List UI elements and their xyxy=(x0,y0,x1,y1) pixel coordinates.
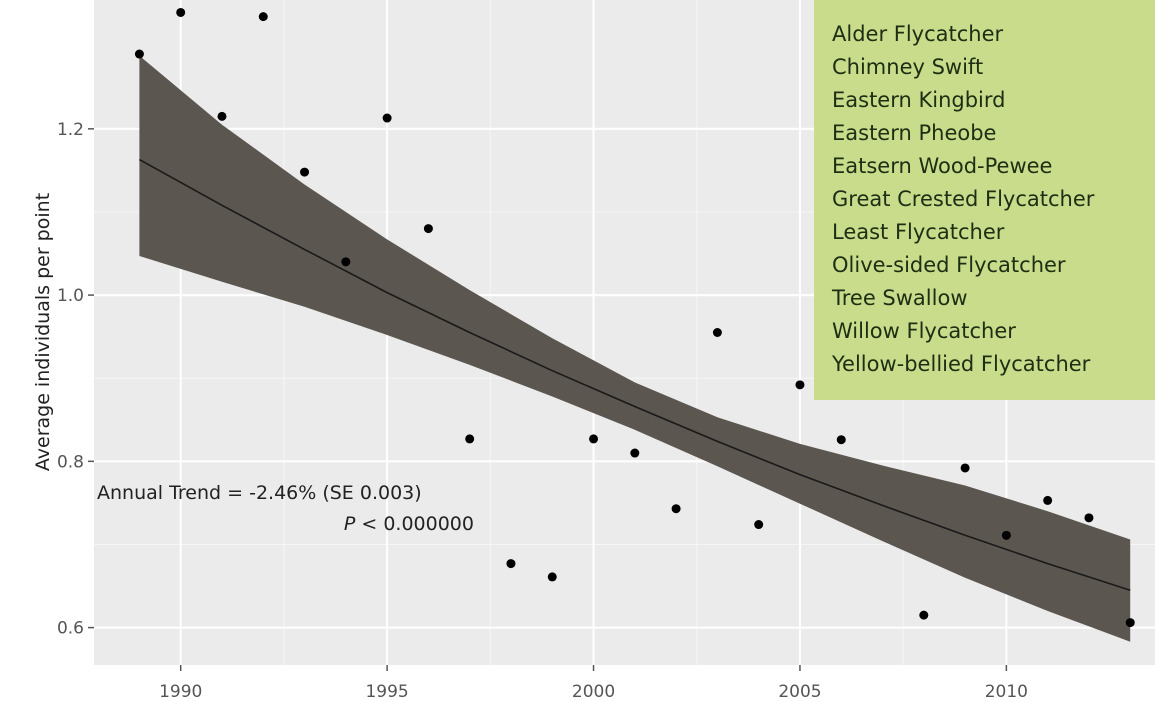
legend-species-entry: Alder Flycatcher xyxy=(832,22,1004,46)
data-point xyxy=(1125,618,1135,628)
data-point xyxy=(382,113,392,123)
data-point xyxy=(1084,513,1094,523)
data-point xyxy=(754,520,764,530)
y-tick-label: 1.2 xyxy=(57,120,84,140)
data-points xyxy=(134,7,1135,628)
y-tick-label: 1.0 xyxy=(57,286,84,306)
data-point xyxy=(919,610,929,620)
x-tick-label: 2005 xyxy=(778,682,821,702)
data-point xyxy=(258,12,268,22)
data-point xyxy=(134,49,144,59)
y-tick-label: 0.8 xyxy=(57,452,84,472)
legend-species-entry: Tree Swallow xyxy=(832,286,968,310)
legend-species-entry: Least Flycatcher xyxy=(832,220,1005,244)
legend-species-entry: Chimney Swift xyxy=(832,55,984,79)
x-tick-label: 2010 xyxy=(985,682,1028,702)
legend-species-entry: Great Crested Flycatcher xyxy=(832,187,1095,211)
legend-species-entry: Olive-sided Flycatcher xyxy=(832,253,1066,277)
data-point xyxy=(547,572,557,582)
data-point xyxy=(176,7,186,17)
legend-species-entry: Willow Flycatcher xyxy=(832,319,1016,343)
x-tick-label: 1995 xyxy=(365,682,408,702)
data-point xyxy=(217,111,227,121)
trend-line xyxy=(139,158,1131,591)
data-point xyxy=(1043,495,1053,505)
y-tick-label: 0.6 xyxy=(57,619,84,639)
legend-species-entry: Eastern Pheobe xyxy=(832,121,997,145)
data-point xyxy=(589,434,599,444)
data-point xyxy=(671,504,681,514)
legend-species-entry: Yellow-bellied Flycatcher xyxy=(832,352,1091,376)
annual-trend-annotation: Annual Trend = -2.46% (SE 0.003) xyxy=(97,482,422,504)
legend-species-entry: Eatsern Wood-Pewee xyxy=(832,154,1053,178)
p-value-symbol: P xyxy=(344,513,356,535)
species-legend: Alder Flycatcher Chimney Swift Eastern Kin… xyxy=(814,0,1155,400)
p-value-text: < 0.000000 xyxy=(355,513,474,535)
data-point xyxy=(960,463,970,473)
p-value-annotation: P < 0.000000 xyxy=(344,513,474,535)
data-point xyxy=(712,328,722,337)
data-point xyxy=(423,224,433,234)
x-tick-label: 1990 xyxy=(159,682,202,702)
x-tick-label: 2000 xyxy=(572,682,615,702)
data-point xyxy=(341,257,351,267)
data-point xyxy=(465,434,475,444)
confidence-band xyxy=(139,55,1131,642)
data-point xyxy=(795,380,805,390)
data-point xyxy=(1001,530,1011,540)
data-point xyxy=(836,435,846,445)
x-axis-ticks: 1990 1995 2000 2005 2010 xyxy=(159,665,1028,702)
legend-species-entry: Eastern Kingbird xyxy=(832,88,1006,112)
y-axis-ticks: 0.6 0.8 1.0 1.2 xyxy=(57,120,94,639)
y-axis-title: Average individuals per point xyxy=(32,193,54,471)
data-point xyxy=(630,448,640,458)
data-point xyxy=(506,559,516,569)
data-point xyxy=(300,167,310,177)
